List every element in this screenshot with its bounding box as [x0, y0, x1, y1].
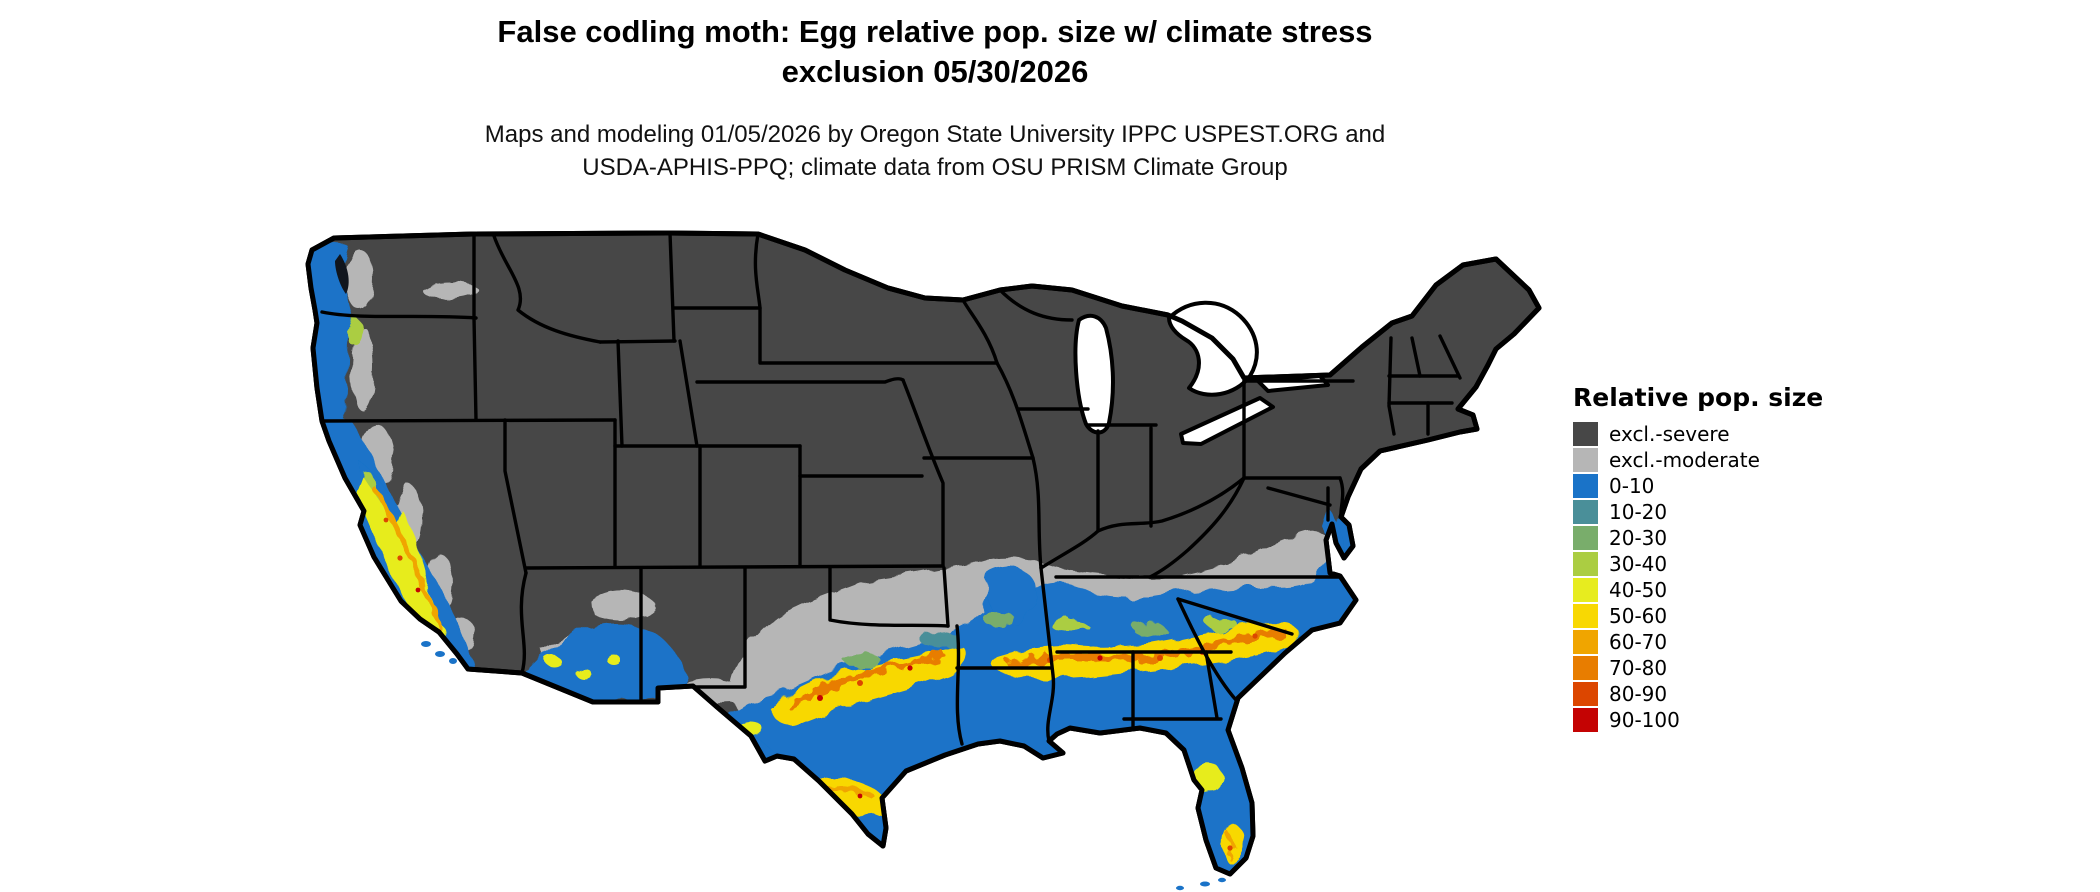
legend-color-swatch: [1573, 578, 1598, 602]
map-subtitle-line2: USDA-APHIS-PPQ; climate data from OSU PR…: [582, 154, 1288, 181]
legend-row: excl.-moderate: [1573, 447, 1873, 473]
legend-label: 90-100: [1609, 708, 1680, 732]
legend-color-swatch: [1573, 552, 1598, 576]
legend-label: 70-80: [1609, 656, 1668, 680]
legend-color-swatch: [1573, 448, 1598, 472]
map-title: False codling moth: Egg relative pop. si…: [300, 12, 1570, 92]
us-landmass-severe-exclusion: [308, 233, 1539, 874]
map-legend: Relative pop. size excl.-severe excl.-mo…: [1573, 383, 1873, 733]
legend-label: 20-30: [1609, 526, 1668, 550]
legend-row: 40-50: [1573, 577, 1873, 603]
lake-michigan: [1073, 313, 1115, 435]
us-risk-map: [300, 228, 1550, 892]
legend-color-swatch: [1573, 656, 1598, 680]
legend-label: 60-70: [1609, 630, 1668, 654]
legend-row: 80-90: [1573, 681, 1873, 707]
legend-row: 90-100: [1573, 707, 1873, 733]
legend-row: excl.-severe: [1573, 421, 1873, 447]
legend-label: 40-50: [1609, 578, 1668, 602]
legend-row: 20-30: [1573, 525, 1873, 551]
lake-erie: [1179, 396, 1275, 446]
legend-row: 70-80: [1573, 655, 1873, 681]
legend-color-swatch: [1573, 708, 1598, 732]
legend-label: excl.-severe: [1609, 422, 1730, 446]
legend-color-swatch: [1573, 474, 1598, 498]
legend-color-swatch: [1573, 604, 1598, 628]
legend-label: excl.-moderate: [1609, 448, 1760, 472]
legend-color-swatch: [1573, 500, 1598, 524]
legend-row: 0-10: [1573, 473, 1873, 499]
legend-label: 0-10: [1609, 474, 1655, 498]
legend-color-swatch: [1573, 630, 1598, 654]
legend-label: 10-20: [1609, 500, 1668, 524]
map-subtitle: Maps and modeling 01/05/2026 by Oregon S…: [300, 118, 1570, 184]
map-title-line1: False codling moth: Egg relative pop. si…: [497, 14, 1373, 49]
legend-color-swatch: [1573, 682, 1598, 706]
legend-color-swatch: [1573, 422, 1598, 446]
legend-color-swatch: [1573, 526, 1598, 550]
legend-title: Relative pop. size: [1573, 383, 1824, 412]
legend-row: 50-60: [1573, 603, 1873, 629]
map-title-line2: exclusion 05/30/2026: [781, 54, 1089, 89]
legend-rows: excl.-severe excl.-moderate 0-10 10-20 2…: [1573, 421, 1873, 733]
offshore-islands: [421, 641, 1226, 891]
legend-label: 30-40: [1609, 552, 1668, 576]
legend-label: 50-60: [1609, 604, 1668, 628]
map-subtitle-line1: Maps and modeling 01/05/2026 by Oregon S…: [484, 121, 1386, 148]
legend-row: 30-40: [1573, 551, 1873, 577]
state-borders: [318, 233, 1462, 746]
legend-row: 10-20: [1573, 499, 1873, 525]
legend-row: 60-70: [1573, 629, 1873, 655]
legend-label: 80-90: [1609, 682, 1668, 706]
puget-sound: [335, 254, 349, 294]
us-risk-map-svg: [300, 228, 1550, 891]
